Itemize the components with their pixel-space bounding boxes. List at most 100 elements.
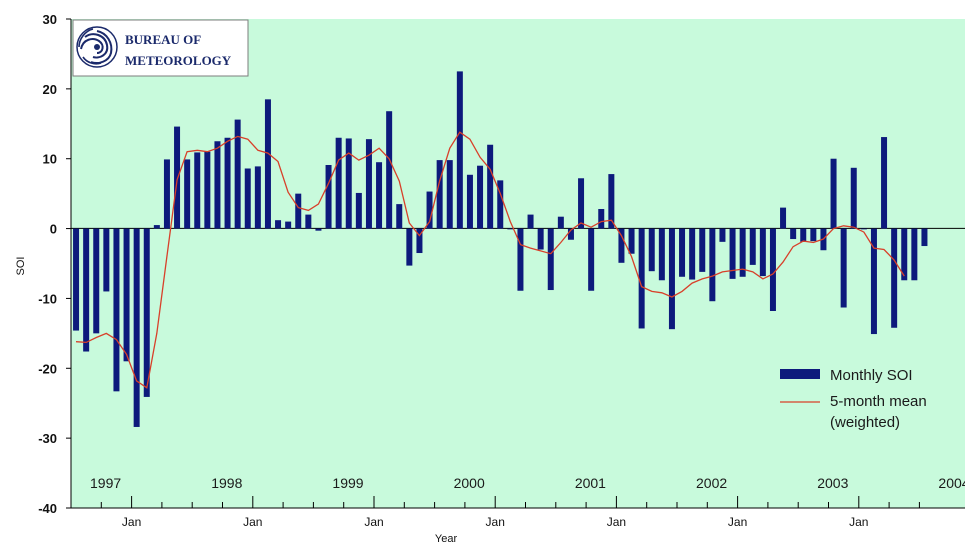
logo-line1: Bureau of xyxy=(125,32,201,47)
soi-bar xyxy=(234,119,241,229)
soi-bar xyxy=(517,228,524,291)
five-month-mean-line xyxy=(75,131,905,389)
soi-bar xyxy=(567,228,574,240)
x-tick-label: Jan xyxy=(607,515,626,529)
year-label: 2001 xyxy=(575,475,606,491)
y-tick-label: 0 xyxy=(50,222,57,237)
soi-bar xyxy=(325,165,332,229)
soi-bar xyxy=(93,228,100,334)
soi-bar xyxy=(194,152,201,229)
soi-bar xyxy=(810,228,817,242)
soi-bar xyxy=(648,228,655,272)
soi-bar xyxy=(497,180,504,229)
soi-bar xyxy=(386,111,393,229)
soi-bar xyxy=(527,214,534,229)
soi-bar xyxy=(709,228,716,302)
soi-bar xyxy=(679,228,686,277)
soi-bar xyxy=(901,228,908,281)
soi-bar xyxy=(618,228,625,263)
soi-bar xyxy=(507,228,514,230)
soi-bar xyxy=(759,228,766,277)
soi-bar xyxy=(345,138,352,229)
y-tick-label: 30 xyxy=(43,12,57,27)
soi-bar xyxy=(557,216,564,229)
y-tick-label: -30 xyxy=(38,431,57,446)
soi-bar xyxy=(315,228,322,231)
soi-bar xyxy=(547,228,554,291)
y-tick-label: 10 xyxy=(43,152,57,167)
soi-bar xyxy=(365,139,372,229)
legend-mean-label: 5-month mean (weighted) xyxy=(830,393,931,431)
soi-bar xyxy=(850,167,857,229)
soi-bar xyxy=(396,204,403,229)
y-tick-label: -10 xyxy=(38,291,57,306)
logo-line2: Meteorology xyxy=(125,53,232,68)
soi-bar xyxy=(578,178,585,229)
soi-bar xyxy=(911,228,918,281)
soi-bar xyxy=(174,126,181,229)
soi-bar xyxy=(921,228,928,247)
soi-bar xyxy=(658,228,665,281)
soi-bar xyxy=(729,228,736,279)
soi-bar xyxy=(214,141,221,229)
soi-bar xyxy=(800,228,807,242)
soi-bar xyxy=(436,160,443,229)
soi-bar xyxy=(376,162,383,229)
year-label: 2000 xyxy=(454,475,485,491)
soi-bar xyxy=(477,165,484,229)
soi-bar xyxy=(143,228,150,397)
legend-monthly-label: Monthly SOI xyxy=(830,367,913,384)
year-label: 2004 xyxy=(938,475,965,491)
soi-bar xyxy=(264,99,271,229)
soi-bar xyxy=(153,225,160,229)
soi-bar xyxy=(628,228,635,254)
soi-bar xyxy=(881,137,888,229)
soi-bar xyxy=(335,137,342,229)
x-tick-label: Jan xyxy=(122,515,141,529)
soi-bar xyxy=(598,209,605,229)
swirl-emblem-icon xyxy=(76,26,118,68)
soi-bar xyxy=(224,137,231,229)
bom-logo: Bureau of Meteorology xyxy=(72,19,249,77)
soi-bar xyxy=(870,228,877,335)
year-label: 2002 xyxy=(696,475,727,491)
soi-bar xyxy=(487,144,494,229)
soi-bar xyxy=(780,207,787,229)
soi-bar xyxy=(537,228,544,250)
legend-mean-line2: (weighted) xyxy=(830,414,900,431)
x-axis-ticks: Jan Jan Jan Jan Jan Jan Jan xyxy=(70,496,920,529)
legend-bar-swatch xyxy=(780,369,820,379)
soi-bar xyxy=(73,228,80,331)
x-tick-label: Jan xyxy=(849,515,868,529)
soi-bar xyxy=(790,228,797,240)
year-label: 1998 xyxy=(211,475,242,491)
soi-bar xyxy=(406,228,413,266)
soi-bar xyxy=(769,228,776,312)
soi-bar xyxy=(456,71,463,229)
soi-bar xyxy=(275,220,282,229)
year-label: 1999 xyxy=(332,475,363,491)
soi-bar xyxy=(184,159,191,229)
soi-bar xyxy=(416,228,423,254)
x-axis-title: Year xyxy=(435,533,458,544)
soi-bar xyxy=(689,228,696,280)
soi-bar xyxy=(295,193,302,229)
soi-bar xyxy=(668,228,675,330)
y-axis-ticks: 30 20 10 0 -10 -20 -30 -40 xyxy=(38,12,71,516)
soi-bar xyxy=(204,151,211,229)
soi-bar xyxy=(719,228,726,242)
soi-bar xyxy=(446,160,453,229)
legend: Monthly SOI 5-month mean (weighted) xyxy=(780,367,931,431)
soi-bar xyxy=(588,228,595,291)
y-tick-label: 20 xyxy=(43,82,57,97)
soi-bar xyxy=(103,228,110,292)
soi-bar xyxy=(840,228,847,308)
soi-bar xyxy=(860,228,867,230)
mean-line-path xyxy=(75,131,905,389)
soi-bar xyxy=(749,228,756,265)
legend-mean-line1: 5-month mean xyxy=(830,393,927,410)
soi-bar xyxy=(123,228,130,362)
soi-bar xyxy=(305,214,312,229)
x-tick-label: Jan xyxy=(243,515,262,529)
soi-bar xyxy=(426,191,433,229)
